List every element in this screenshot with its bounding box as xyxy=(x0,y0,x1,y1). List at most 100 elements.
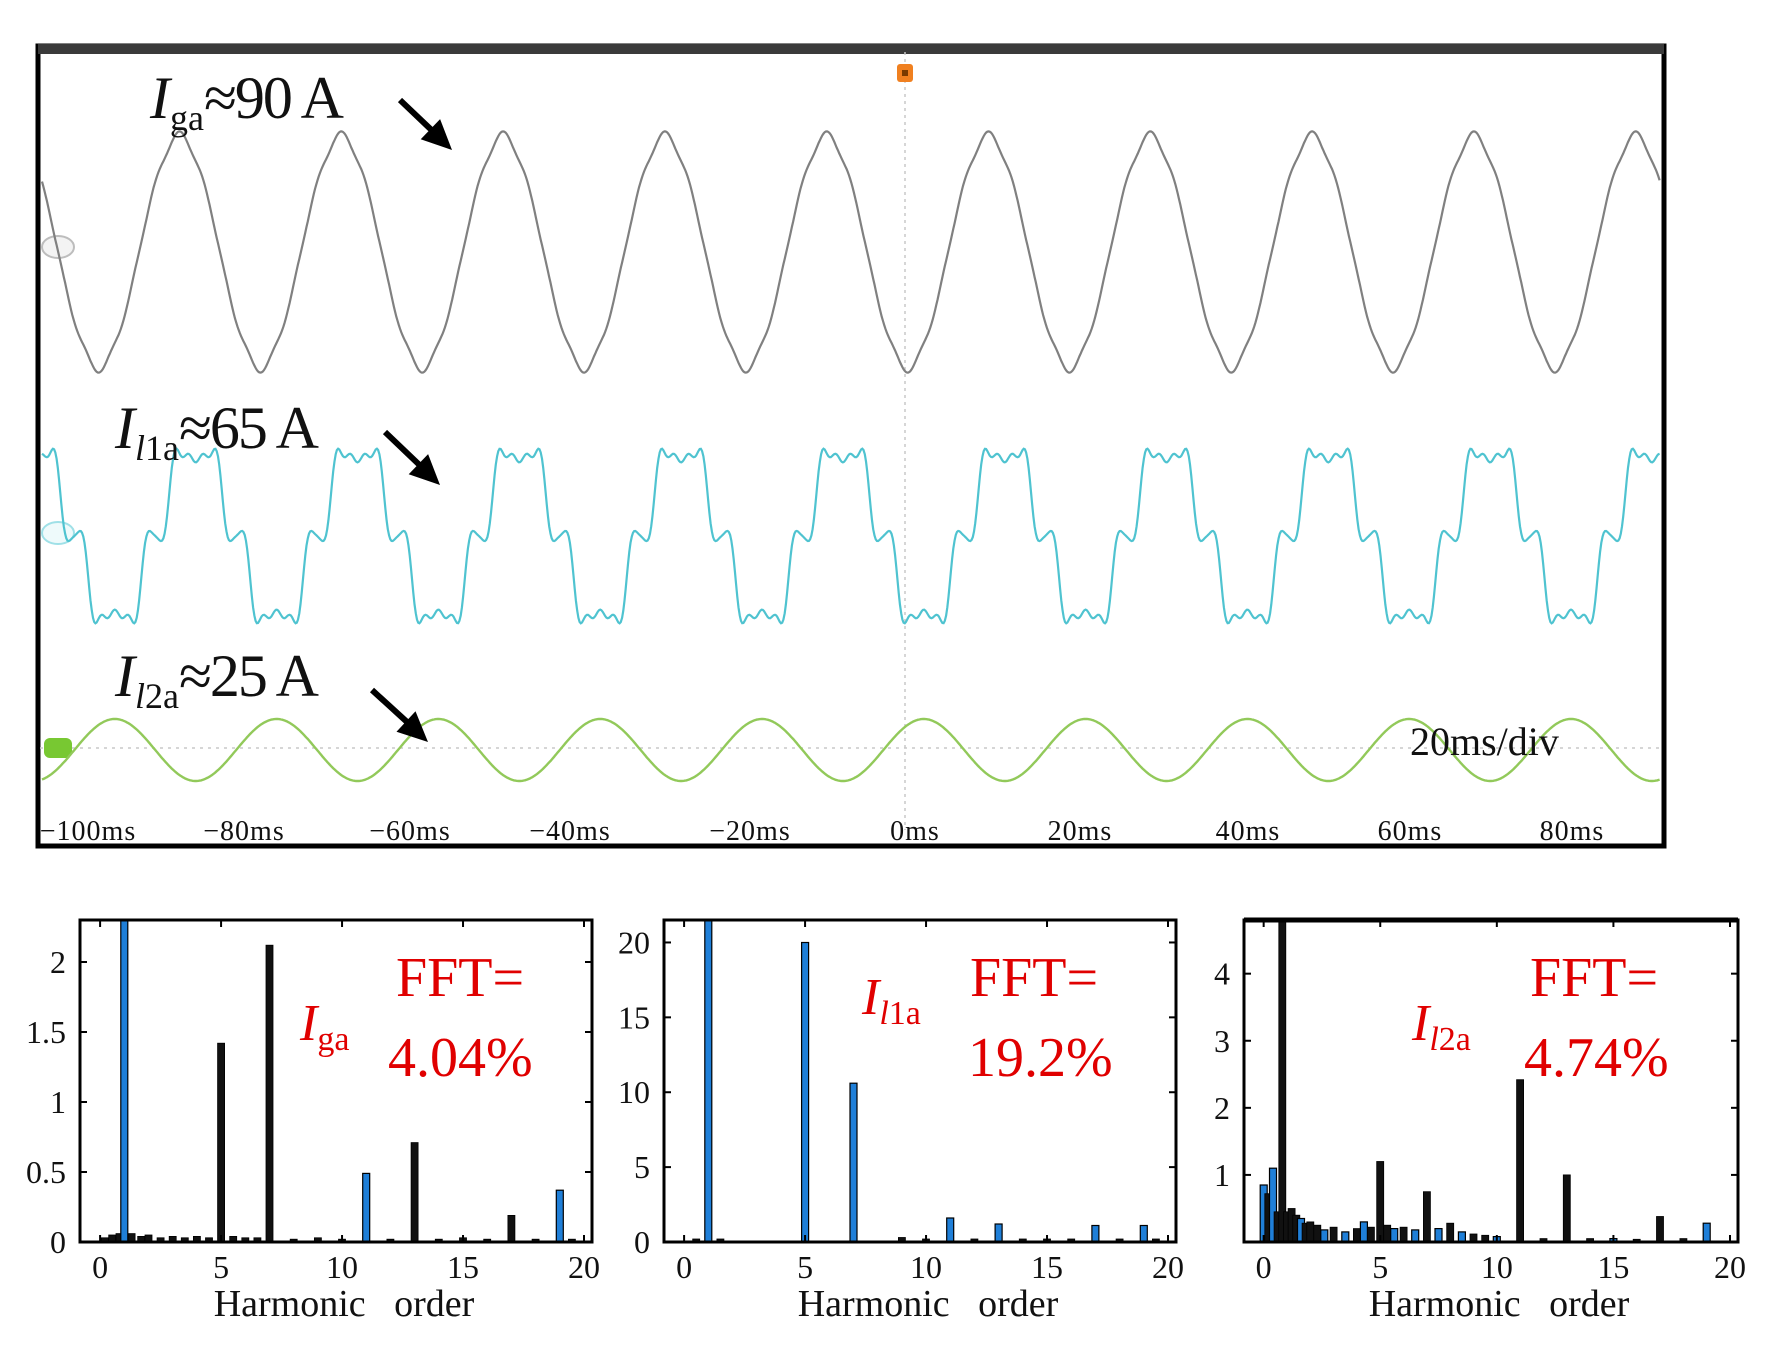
fft-xtick-label: 5 xyxy=(1372,1249,1388,1285)
fft-bar xyxy=(1313,1224,1322,1243)
fft-bar xyxy=(849,1082,858,1243)
fft-label: FFT= xyxy=(396,947,524,1009)
channel-3-marker-icon xyxy=(44,738,72,758)
fft-signal-main: I xyxy=(299,995,320,1052)
fft-xtick-label: 5 xyxy=(213,1249,229,1285)
fft-bar xyxy=(1329,1226,1338,1243)
fft-bar xyxy=(1390,1227,1399,1243)
fft-signal-main: I xyxy=(861,969,882,1026)
waveform-traces xyxy=(40,130,1661,783)
fft-ytick-label: 4 xyxy=(1214,956,1230,992)
series-label-main: I xyxy=(149,65,173,131)
fft-ytick-label: 5 xyxy=(634,1149,650,1185)
fft-signal-sub: 1a xyxy=(889,995,921,1032)
fft-signal-sub-italic: l xyxy=(879,995,888,1032)
fft-bar xyxy=(1411,1229,1420,1243)
series-label-sub: 2a xyxy=(145,676,179,716)
fft-panel-Il1a: 0 5 10 15 20 0 5 10 15 20 Harmonic order FFT= 19.2% I… xyxy=(618,918,1184,1325)
time-tick-label: −80ms xyxy=(203,816,284,847)
series-label-Iga: Iga≈90 A xyxy=(149,65,344,138)
fft-bar xyxy=(1306,1221,1315,1243)
fft-xaxis-label: Harmonic order xyxy=(214,1283,475,1325)
fft-bar xyxy=(946,1217,955,1243)
fft-bar xyxy=(1278,919,1287,1243)
time-tick-label: 40ms xyxy=(1216,816,1281,847)
fft-signal-main: I xyxy=(1411,995,1432,1052)
fft-bar xyxy=(265,944,274,1243)
fft-value: 4.74% xyxy=(1524,1027,1669,1089)
fft-bar xyxy=(1446,1222,1455,1243)
fft-ytick-label: 0 xyxy=(634,1224,650,1260)
fft-xtick-label: 10 xyxy=(910,1249,942,1285)
fft-bar xyxy=(1457,1231,1467,1243)
fft-bar xyxy=(1320,1229,1329,1243)
fft-bar xyxy=(1341,1231,1350,1243)
fft-ytick-label: 10 xyxy=(618,1074,650,1110)
fft-plot-frame xyxy=(78,918,594,1244)
fft-bar xyxy=(1434,1227,1443,1243)
fft-bar xyxy=(704,919,713,1243)
fft-xtick-label: 0 xyxy=(92,1249,108,1285)
fft-ytick-label: 15 xyxy=(618,999,650,1035)
fft-signal-sub: 2a xyxy=(1439,1021,1471,1058)
time-axis-labels: −100ms −80ms −60ms −40ms −20ms 0ms 20ms 40ms 60m… xyxy=(40,816,1605,847)
series-label-Il1a: Il1a≈65 A xyxy=(114,395,319,468)
fft-bar xyxy=(1562,1174,1571,1243)
fft-xtick-label: 15 xyxy=(1031,1249,1063,1285)
time-tick-label: −40ms xyxy=(529,816,610,847)
waveform-Il1a xyxy=(41,447,1660,625)
trigger-marker-core xyxy=(902,70,908,76)
fft-ytick-label: 2 xyxy=(50,944,66,980)
fft-bar xyxy=(1399,1226,1408,1243)
fft-bar xyxy=(994,1223,1003,1243)
fft-ytick-label: 2 xyxy=(1214,1090,1230,1126)
time-tick-label: 80ms xyxy=(1540,816,1605,847)
series-label-main: I xyxy=(114,643,138,709)
time-division-label: 20ms/div xyxy=(1410,719,1559,764)
series-arrowhead-Il2a xyxy=(396,711,428,742)
fft-bar xyxy=(1656,1216,1664,1243)
fft-ytick-label: 1.5 xyxy=(26,1014,66,1050)
fft-label: FFT= xyxy=(1530,947,1658,1009)
fft-bar xyxy=(800,941,810,1243)
fft-bar xyxy=(1376,1161,1385,1243)
fft-ytick-label: 1 xyxy=(1214,1157,1230,1193)
fft-xaxis-label: Harmonic order xyxy=(1369,1283,1630,1325)
fft-bar xyxy=(410,1142,419,1243)
waveform-Il2a xyxy=(41,717,1660,783)
series-label-sub: ga xyxy=(170,98,204,138)
fft-xtick-label: 20 xyxy=(1152,1249,1184,1285)
waveform-Iga xyxy=(40,130,1661,374)
series-label-sub: 1a xyxy=(145,428,179,468)
time-tick-label: 60ms xyxy=(1378,816,1443,847)
fft-xtick-label: 0 xyxy=(1256,1249,1272,1285)
fft-xtick-label: 15 xyxy=(1597,1249,1629,1285)
series-arrowhead-Iga xyxy=(420,119,452,150)
series-label-main: I xyxy=(114,395,138,461)
fft-bar xyxy=(1516,1079,1524,1243)
fft-bar xyxy=(1353,1228,1361,1243)
fft-bar xyxy=(120,919,129,1243)
fft-value: 4.04% xyxy=(388,1027,533,1089)
fft-signal-label: Iga xyxy=(299,995,349,1058)
fft-bar xyxy=(1383,1224,1392,1243)
fft-xtick-label: 10 xyxy=(326,1249,358,1285)
series-label-sub-italic: l xyxy=(135,428,145,468)
fft-bar xyxy=(1702,1222,1711,1243)
fft-signal-sub-italic: l xyxy=(1429,1021,1438,1058)
fft-bar xyxy=(362,1172,371,1243)
time-tick-label: 0ms xyxy=(890,816,940,847)
series-label-value: ≈65 A xyxy=(179,395,319,461)
trigger-marker xyxy=(897,64,913,82)
fft-plot-frame xyxy=(662,918,1178,1244)
series-label-value: ≈90 A xyxy=(204,65,344,131)
fft-bar xyxy=(507,1215,516,1243)
fft-xtick-label: 10 xyxy=(1481,1249,1513,1285)
series-arrowhead-Il1a xyxy=(408,454,440,485)
fft-label: FFT= xyxy=(970,947,1098,1009)
